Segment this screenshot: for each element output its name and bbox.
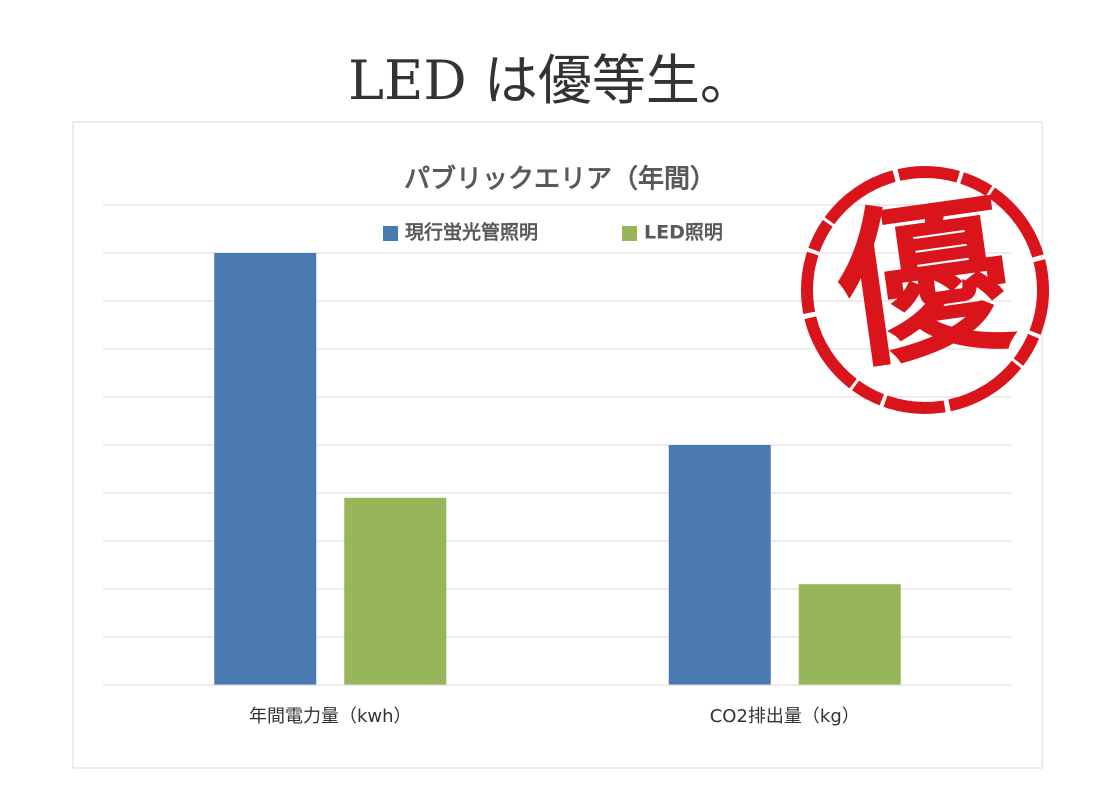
bar [798, 584, 901, 685]
legend-label: LED照明 [644, 222, 723, 244]
x-tick-label: CO2排出量（kg） [710, 706, 860, 727]
stamp-ring [801, 166, 1049, 414]
x-tick-label: 年間電力量（kwh） [249, 706, 412, 727]
stamp-char: 優 [825, 173, 1023, 395]
bar [344, 497, 447, 685]
bar [668, 445, 771, 685]
legend-label: 現行蛍光管照明 [405, 221, 538, 244]
chart-title: パブリックエリア（年間） [404, 164, 716, 195]
page-title: LED は優等生。 [348, 49, 754, 112]
bar [214, 253, 317, 685]
stamp: 優 [801, 166, 1049, 414]
legend-swatch [622, 226, 637, 241]
legend-swatch [383, 226, 398, 241]
